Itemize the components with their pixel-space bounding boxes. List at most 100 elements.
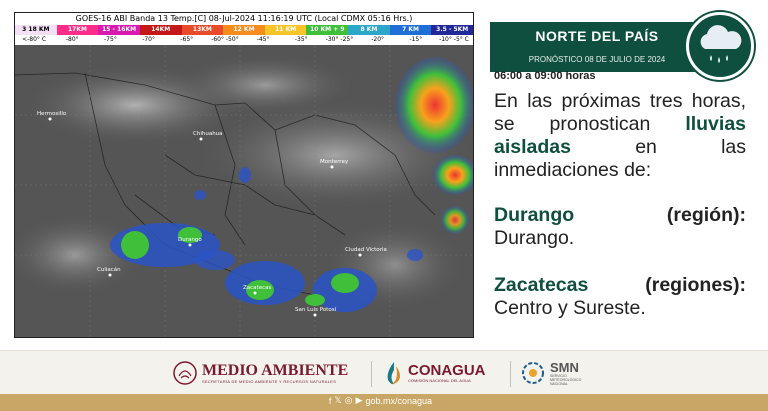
cloud-top-scale-bar: 3 18 KM 17KM 15 - 16KM 14KM 13KM 12 KM 11 KM 10… [15,25,473,43]
city-marker [330,165,334,169]
temperature-tick: -65° [180,36,194,43]
bottom-bar: f 𝕏 ◎ ▶ gob.mx/conagua [0,394,768,411]
scale-segment: 3.5 - 5KM [431,25,473,35]
city-label: Monterrey [320,159,349,165]
youtube-icon[interactable]: ▶ [355,395,363,405]
footer-logos: MEDIO AMBIENTE SECRETARÍA DE MEDIO AMBIE… [0,350,768,395]
storm-cluster [239,167,251,183]
city-markers [48,117,362,317]
city-marker [253,291,257,295]
satellite-map: Hermosillo Chihuahua Monterrey Zacatecas… [15,45,473,337]
city-label: San Luis Potosí [295,306,337,313]
semarnat-logo: MEDIO AMBIENTE SECRETARÍA DE MEDIO AMBIE… [172,355,348,391]
x-icon[interactable]: 𝕏 [334,395,342,405]
city-label: Zacatecas [243,285,271,291]
cloud-rain-icon [686,12,754,80]
region-tab: NORTE DEL PAÍS PRONÓSTICO 08 DE JULIO DE… [490,22,704,72]
scale-segment: 14KM [139,25,182,35]
logo3-title: SMN [550,359,579,375]
temperature-tick: -35° [294,36,308,43]
storm-cluster [121,231,149,259]
city-marker [313,313,317,317]
scale-segment: 13KM [181,25,224,35]
city-label: Hermosillo [37,111,67,117]
temperature-tick: -60° -50° [211,36,239,43]
temperature-tick: <-80° C [22,36,47,43]
city-label: Chihuahua [193,131,223,137]
cloud-texture [15,215,145,295]
city-label: Ciudad Victoria [345,247,387,253]
state-durango: Durango (región): Durango. [494,204,746,250]
scale-segment: 3 18 KM [15,25,57,35]
state-zacatecas: Zacatecas (regiones): Centro y Sureste. [494,274,746,320]
city-marker [108,273,112,277]
storm-cluster [395,57,473,153]
facebook-icon[interactable]: f [328,395,332,406]
logo2-title: CONAGUA [408,362,486,379]
forecast-date: PRONÓSTICO 08 DE JULIO DE 2024 [528,55,666,64]
storm-cluster [433,155,473,195]
satellite-image-panel: GOES-16 ABI Banda 13 Temp.[C] 08-Jul-202… [14,12,474,338]
storm-cluster [441,206,469,234]
state-detail: Durango. [494,227,575,249]
forecast-panel: NORTE DEL PAÍS PRONÓSTICO 08 DE JULIO DE… [490,12,756,336]
temperature-tick: -20° [371,36,385,43]
website-link[interactable]: gob.mx/conagua [365,395,432,406]
city-marker [188,243,192,247]
storm-cluster [305,294,325,306]
instagram-icon[interactable]: ◎ [344,395,353,405]
scale-segment: 17KM [56,25,99,35]
temperature-tick: -30° -25° [325,36,354,43]
storm-cluster [407,249,423,261]
state-region-label: (región): [666,204,746,226]
storm-cluster [194,190,206,200]
temperature-tick: -45° [256,36,270,43]
logo2-subtitle: COMISIÓN NACIONAL DEL AGUA [408,378,471,383]
cloud-texture [175,55,355,115]
conagua-icon [387,362,400,385]
scale-segment: 15 - 16KM [98,25,140,35]
scale-segment: 11 KM [264,25,307,35]
temperature-tick: -75° [104,36,117,43]
temperature-tick: -15° [409,36,423,43]
smn-logo: SMN SERVICIO METEOROLÓGICO NACIONAL [520,355,594,391]
logo1-subtitle: SECRETARÍA DE MEDIO AMBIENTE Y RECURSOS … [202,378,337,384]
logo1-title: MEDIO AMBIENTE [202,361,349,379]
city-label: Durango [178,237,202,243]
storm-cluster [195,250,235,270]
smn-icon [522,362,544,384]
scale-segment: 7 KM [389,25,432,35]
storm-cluster [246,280,274,300]
intro-text: En las próximas tres horas, se pronostic… [494,90,746,135]
scale-segment: 12 KM [223,25,265,35]
scale-segment: 8 KM [348,25,390,35]
temperature-scale-ticks: <-80° C -80° -75° -70° -65° -60° -50° -45° -35°… [15,35,473,45]
city-marker [48,117,52,121]
satellite-header: GOES-16 ABI Banda 13 Temp.[C] 08-Jul-202… [15,13,473,25]
emblem-icon [173,361,197,385]
state-name: Durango [494,204,575,226]
city-marker [199,137,203,141]
temperature-tick: -70° [142,36,155,43]
logo-divider [510,361,511,387]
logo3-subtitle: SERVICIO METEOROLÓGICO NACIONAL [550,373,582,386]
state-name: Zacatecas [494,274,589,296]
forecast-intro: En las próximas tres horas, se pronostic… [494,90,746,182]
social-links[interactable]: f 𝕏 ◎ ▶ gob.mx/conagua [329,395,432,406]
temperature-tick: -80° [65,36,79,43]
state-region-label: (regiones): [645,274,746,296]
grid-lines [15,45,473,337]
city-label: Culiacán [97,266,121,273]
storm-cluster [331,273,359,293]
scale-segment: 10 KM + 9 KM [306,25,349,43]
time-range: 06:00 a 09:00 horas [494,70,596,82]
storm-cluster [178,227,202,243]
logo-divider [371,361,372,387]
conagua-logo: CONAGUA COMISIÓN NACIONAL DEL AGUA [383,355,486,391]
intro-text: en las inmediaciones de: [494,136,746,181]
city-marker [358,253,362,257]
region-title: NORTE DEL PAÍS [535,28,659,44]
temperature-tick: -10° -5° C [439,36,469,43]
state-detail: Centro y Sureste. [494,297,646,319]
intro-highlight: lluvias aisladas [494,113,747,158]
